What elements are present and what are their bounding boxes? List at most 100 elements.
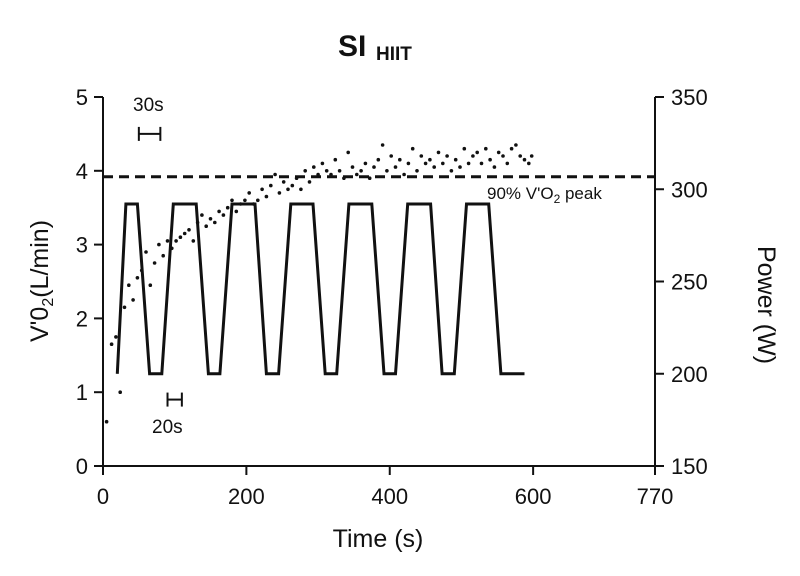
- vo2-point: [281, 180, 286, 184]
- x-tick-label: 0: [97, 484, 109, 509]
- vo2-point: [144, 250, 148, 254]
- vo2-point: [135, 276, 140, 280]
- x-tick-label: 600: [515, 484, 552, 509]
- y-tick-label: 4: [76, 159, 88, 184]
- vo2-point: [509, 146, 514, 151]
- vo2-point: [157, 242, 161, 247]
- vo2-point: [127, 283, 131, 288]
- vo2-point: [277, 191, 282, 195]
- vo2-point: [492, 165, 497, 169]
- vo2-point: [104, 419, 109, 424]
- vo2-series: [104, 143, 534, 424]
- vo2-point: [191, 239, 196, 243]
- vo2-point: [527, 161, 531, 166]
- vo2-point: [367, 176, 372, 180]
- y-tick-label: 1: [76, 380, 88, 405]
- vo2-point: [118, 390, 122, 395]
- vo2-point: [329, 172, 333, 177]
- vo2-point: [260, 187, 264, 192]
- vo2-point: [522, 157, 527, 162]
- vo2-point: [359, 169, 363, 173]
- vo2-point: [398, 157, 402, 162]
- y-axis-left-title: V'02(L/min): [26, 220, 57, 342]
- vo2-point: [501, 154, 505, 158]
- vo2-point: [484, 146, 488, 151]
- vo2-point: [286, 187, 290, 192]
- vo2-point: [213, 220, 217, 225]
- vo2-point: [200, 213, 204, 217]
- vo2-point: [453, 157, 458, 162]
- vo2-point: [389, 154, 394, 158]
- chart-title-subscript: HIIT: [376, 44, 412, 65]
- vo2-point: [230, 198, 234, 203]
- vo2-point: [269, 183, 273, 188]
- scale-bar-20s-label: 20s: [152, 417, 183, 438]
- vo2-point: [529, 154, 534, 158]
- vo2-point: [518, 154, 522, 158]
- power-series: [115, 202, 525, 376]
- vo2-point: [355, 172, 359, 177]
- vo2-point: [436, 150, 441, 155]
- vo2-point: [466, 161, 471, 166]
- vo2-point: [449, 169, 454, 173]
- vo2-point: [393, 165, 398, 169]
- vo2-point: [299, 187, 303, 192]
- vo2-point: [363, 161, 368, 166]
- vo2-point: [324, 169, 329, 173]
- vo2-point: [170, 246, 174, 251]
- vo2-point: [342, 176, 346, 180]
- vo2-point: [264, 194, 269, 199]
- vo2-point: [514, 143, 518, 147]
- vo2-point: [479, 161, 484, 166]
- x-tick-label: 200: [228, 484, 265, 509]
- vo2-point: [178, 235, 183, 239]
- y-tick-label: 3: [76, 233, 88, 258]
- x-axis-title: Time (s): [333, 525, 424, 553]
- vo2-point: [380, 143, 385, 147]
- vo2-point: [385, 169, 389, 173]
- vo2-point: [109, 342, 114, 347]
- vo2-point: [320, 161, 325, 166]
- vo2-point: [458, 165, 462, 169]
- vo2-point: [307, 180, 312, 184]
- vo2-point: [204, 224, 208, 228]
- vo2-point: [350, 165, 355, 169]
- vo2-point: [294, 176, 299, 180]
- vo2-point: [415, 169, 419, 173]
- vo2-point: [402, 172, 406, 177]
- vo2-point: [165, 239, 170, 243]
- y2-tick-label: 250: [671, 270, 708, 295]
- vo2-point: [410, 146, 415, 151]
- vo2-point: [471, 154, 475, 158]
- power-line: [115, 202, 525, 376]
- vo2-point: [428, 157, 432, 162]
- vo2-point: [255, 198, 260, 203]
- threshold-label: 90% V'O2 peak: [487, 184, 602, 206]
- y-axis-right-title: Power (W): [752, 246, 780, 364]
- vo2-point: [423, 161, 428, 166]
- y-ticks-right: 150 200 250 300 350: [655, 85, 708, 479]
- vo2-point: [238, 202, 243, 206]
- vo2-point: [187, 228, 191, 232]
- vo2-point: [174, 239, 178, 243]
- vo2-point: [333, 157, 338, 162]
- y-tick-label: 0: [76, 454, 88, 479]
- x-tick-label: 400: [371, 484, 408, 509]
- y-tick-label: 5: [76, 85, 88, 110]
- vo2-point: [505, 161, 510, 166]
- chart-title: SI: [338, 30, 366, 63]
- scale-bar-20s: [166, 392, 183, 407]
- vo2-point: [221, 213, 226, 217]
- vo2-point: [419, 154, 424, 158]
- y2-tick-label: 200: [671, 362, 708, 387]
- y2-tick-label: 300: [671, 177, 708, 202]
- vo2-point: [114, 335, 118, 339]
- vo2-point: [488, 157, 492, 162]
- vo2-point: [312, 165, 316, 169]
- vo2-point: [273, 172, 277, 177]
- vo2-point: [346, 150, 351, 155]
- vo2-point: [148, 283, 153, 288]
- vo2-point: [208, 217, 213, 221]
- vo2-point: [376, 157, 381, 162]
